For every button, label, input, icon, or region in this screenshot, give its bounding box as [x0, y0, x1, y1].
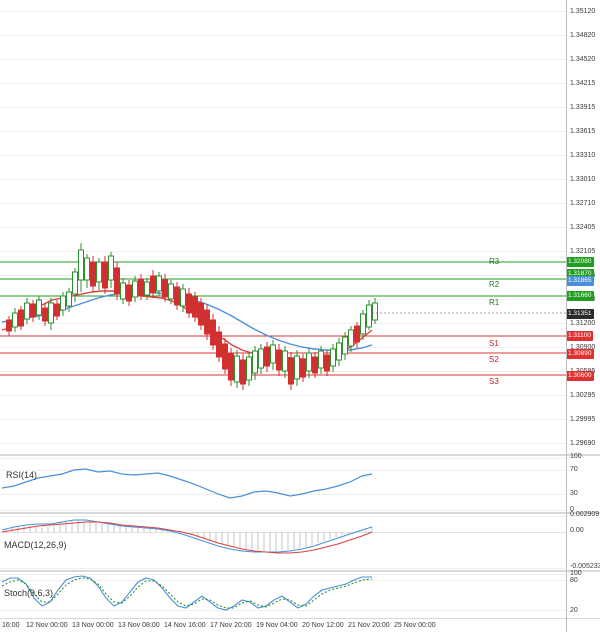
ytick-macd-2: -0.005233 [570, 563, 600, 570]
ytick-price-0: 1.35120 [570, 8, 596, 15]
ytick-price-1: 1.34820 [570, 32, 596, 39]
ytick-stoch-2: 20 [570, 607, 578, 614]
xtick-6: 19 Nov 04:00 [256, 622, 298, 629]
xtick-3: 13 Nov 08:00 [118, 622, 160, 629]
ytick-macd-1: 0.00 [570, 527, 584, 534]
rsi-panel[interactable] [0, 455, 600, 513]
xtick-5: 17 Nov 20:00 [210, 622, 252, 629]
price-tag-s1-axis: 1.31100 [566, 331, 594, 341]
xtick-8: 21 Nov 20:00 [348, 622, 390, 629]
rsi-chart-svg [0, 458, 566, 511]
price-panel[interactable] [0, 0, 600, 455]
ytick-price-6: 1.33310 [570, 152, 596, 159]
ytick-price-13: 1.31200 [570, 320, 596, 327]
ytick-price-4: 1.33915 [570, 104, 596, 111]
ytick-price-14: 1.30900 [570, 344, 596, 351]
ytick-rsi-3: 0 [570, 506, 574, 513]
stoch-panel[interactable] [0, 571, 600, 619]
ytick-price-8: 1.32710 [570, 200, 596, 207]
xtick-2: 13 Nov 00:00 [72, 622, 114, 629]
price-tag-r2: 1.31870 [566, 269, 594, 279]
level-label-r2: R2 [489, 280, 500, 289]
ytick-rsi-1: 70 [570, 466, 578, 473]
ytick-price-5: 1.33615 [570, 128, 596, 135]
price-tag-r3: 1.32080 [566, 257, 594, 267]
price-tag-ma: 1.31865 [566, 276, 594, 286]
stoch-label: Stoch(9,6,3) [4, 588, 54, 598]
level-label-r1: R1 [489, 298, 500, 307]
ytick-price-7: 1.33010 [570, 176, 596, 183]
rsi-label: RSI(14) [6, 470, 38, 480]
level-label-s1: S1 [489, 339, 499, 348]
ytick-stoch-1: 80 [570, 577, 578, 584]
macd-chart-svg [0, 516, 566, 569]
ytick-price-18: 1.29690 [570, 440, 596, 447]
price-tag-r1: 1.31660 [566, 291, 594, 301]
price-tag-last: 1.31351 [566, 309, 594, 319]
ytick-price-2: 1.34520 [570, 56, 596, 63]
stoch-chart-svg [0, 574, 566, 611]
price-chart-svg [0, 11, 566, 444]
price-tag-s3-axis: 1.30600 [566, 371, 594, 381]
ytick-macd-0: 0.002909 [570, 511, 600, 518]
price-tag-s2-axis: 1.30890 [566, 349, 594, 359]
xtick-1: 12 Nov 00:00 [26, 622, 68, 629]
xtick-4: 14 Nov 16:00 [164, 622, 206, 629]
macd-panel[interactable] [0, 513, 600, 571]
level-label-s2: S2 [489, 355, 499, 364]
level-label-s3: S3 [489, 377, 499, 386]
xtick-7: 20 Nov 12:00 [302, 622, 344, 629]
ytick-price-16: 1.30295 [570, 392, 596, 399]
xtick-9: 25 Nov 00:00 [394, 622, 436, 629]
ytick-price-9: 1.32405 [570, 224, 596, 231]
ytick-rsi-2: 30 [570, 490, 578, 497]
ytick-stoch-0: 100 [570, 570, 582, 577]
ytick-rsi-0: 100 [570, 453, 582, 460]
level-label-r3: R3 [489, 257, 500, 266]
macd-label: MACD(12,26,9) [4, 540, 67, 550]
ytick-price-3: 1.34215 [570, 80, 596, 87]
xtick-0: 16:00 [2, 622, 20, 629]
right-axis-separator [566, 0, 567, 632]
ytick-price-10: 1.32105 [570, 248, 596, 255]
ytick-price-17: 1.29995 [570, 416, 596, 423]
